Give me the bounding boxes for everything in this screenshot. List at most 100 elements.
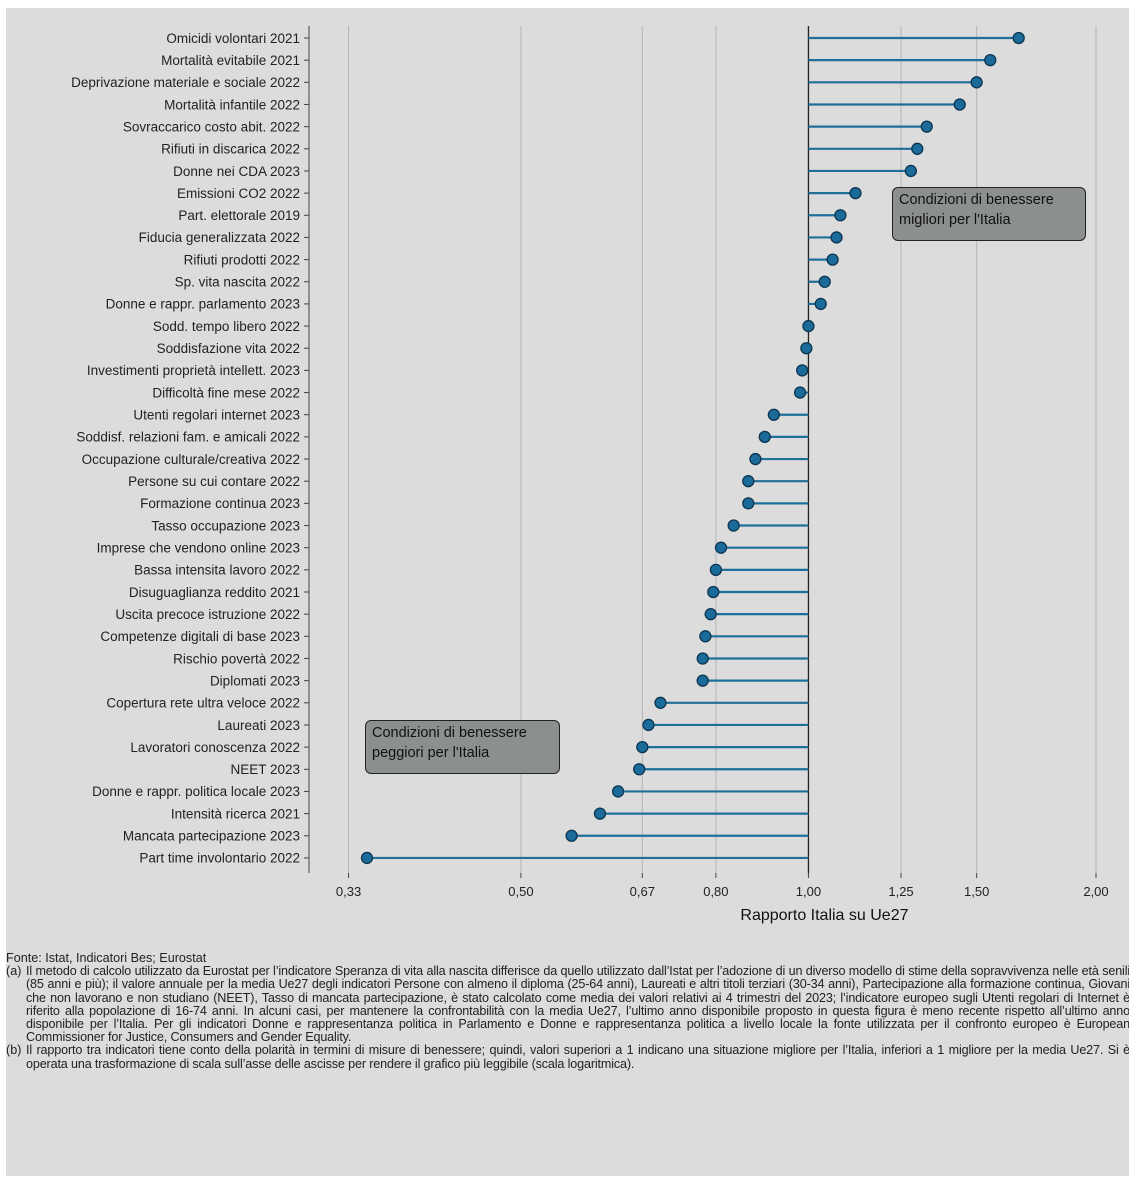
point-37 (360, 851, 374, 865)
category-label-14: Soddisfazione vita 2022 (157, 341, 300, 356)
grid-lines (348, 26, 1097, 873)
lollipop-chart: Omicidi volontari 2021 Mortalità evitabil… (71, 26, 1109, 924)
annotation-worse-for-italy: Condizioni di benessere peggiori per l'I… (365, 720, 560, 774)
category-label-6: Donne nei CDA 2023 (173, 164, 300, 179)
category-label-31: Laureati 2023 (217, 718, 300, 733)
point-24 (709, 563, 723, 576)
point-10 (826, 253, 839, 266)
point-33 (633, 763, 646, 776)
annotation-worse-line-1: Condizioni di benessere (372, 725, 527, 741)
category-label-17: Utenti regolari internet 2023 (133, 408, 300, 423)
point-22 (727, 519, 740, 532)
point-16 (793, 386, 807, 399)
category-label-26: Uscita precoce istruzione 2022 (115, 607, 300, 622)
point-28 (696, 652, 709, 665)
category-label-20: Persone su cui contare 2022 (128, 474, 300, 489)
point-11 (818, 275, 831, 288)
category-label-13: Sodd. tempo libero 2022 (153, 319, 300, 334)
footnote-a: (a) Il metodo di calcolo utilizzato da E… (6, 965, 1129, 1044)
category-label-19: Occupazione culturale/creativa 2022 (82, 452, 300, 467)
source-note: Fonte: Istat, Indicatori Bes; Eurostat (6, 951, 207, 965)
x-tick-label-7: 2,00 (1083, 884, 1108, 899)
category-label-9: Fiducia generalizzata 2022 (139, 230, 300, 245)
point-7 (849, 186, 862, 200)
x-tick-label-6: 1,50 (964, 884, 989, 899)
category-label-25: Disuguaglianza reddito 2021 (129, 585, 300, 600)
x-tick-label-5: 1,25 (888, 884, 913, 899)
point-12 (814, 297, 827, 311)
category-label-24: Bassa intensita lavoro 2022 (134, 563, 300, 578)
x-tick-labels: 0,33 0,50 0,67 0,80 1,00 1,25 1,50 2,00 (336, 884, 1109, 899)
category-labels: Omicidi volontari 2021 Mortalità evitabil… (71, 31, 300, 866)
category-label-30: Copertura rete ultra veloce 2022 (106, 696, 300, 711)
point-35 (593, 807, 607, 820)
x-tick-label-0: 0,33 (336, 884, 361, 899)
category-label-21: Formazione continua 2023 (140, 496, 300, 511)
axes (304, 26, 1097, 878)
point-3 (953, 98, 966, 111)
category-label-23: Imprese che vendono online 2023 (97, 540, 300, 555)
category-label-2: Deprivazione materiale e sociale 2022 (71, 75, 300, 90)
point-34 (611, 785, 625, 798)
x-axis-title: Rapporto Italia su Ue27 (740, 907, 908, 924)
category-label-12: Donne e rappr. parlamento 2023 (106, 297, 300, 312)
figure-panel: Omicidi volontari 2021 Mortalità evitabil… (6, 8, 1129, 1176)
category-label-5: Rifiuti in discarica 2022 (161, 142, 300, 157)
point-25 (707, 585, 720, 599)
x-tick-label-4: 1,00 (796, 884, 821, 899)
category-label-8: Part. elettorale 2019 (178, 208, 300, 223)
point-1 (984, 54, 997, 67)
category-label-1: Mortalità evitabile 2021 (161, 53, 300, 68)
category-label-15: Investimenti proprietà intellett. 2023 (87, 363, 300, 378)
category-label-0: Omicidi volontari 2021 (166, 31, 300, 46)
point-32 (636, 740, 649, 754)
annotation-better-line-1: Condizioni di benessere (899, 192, 1054, 208)
x-tick-label-2: 0,67 (630, 884, 655, 899)
footnote-a-text: Il metodo di calcolo utilizzato da Euros… (26, 964, 1129, 1045)
category-label-32: Lavoratori conoscenza 2022 (130, 740, 300, 755)
point-17 (767, 408, 781, 421)
point-5 (911, 142, 924, 155)
point-15 (796, 364, 809, 377)
point-29 (696, 674, 709, 687)
point-8 (834, 209, 847, 222)
x-tick-label-1: 0,50 (508, 884, 533, 899)
point-14 (800, 342, 813, 355)
annotation-better-for-italy: Condizioni di benessere migliori per l'I… (892, 187, 1086, 241)
point-6 (904, 164, 918, 178)
point-21 (742, 497, 755, 510)
category-label-29: Diplomati 2023 (210, 673, 300, 688)
category-label-7: Emissioni CO2 2022 (177, 186, 300, 201)
category-label-37: Part time involontario 2022 (139, 851, 300, 866)
category-label-16: Difficoltà fine mese 2022 (152, 385, 300, 400)
point-13 (802, 319, 815, 333)
point-31 (642, 718, 655, 732)
point-4 (920, 120, 933, 133)
category-label-11: Sp. vita nascita 2022 (175, 275, 300, 290)
footnote-b: (b) Il rapporto tra indicatori tiene con… (6, 1043, 1129, 1071)
point-2 (970, 76, 983, 89)
footnote-a-marker: (a) (6, 964, 22, 979)
category-label-10: Rifiuti prodotti 2022 (184, 252, 300, 267)
footnotes: Fonte: Istat, Indicatori Bes; Eurostat (… (6, 951, 1129, 1071)
category-label-3: Mortalità infantile 2022 (164, 97, 300, 112)
category-label-33: NEET 2023 (230, 762, 300, 777)
point-36 (565, 829, 578, 842)
x-tick-label-3: 0,80 (703, 884, 728, 899)
category-label-35: Intensità ricerca 2021 (171, 806, 300, 821)
category-label-18: Soddisf. relazioni fam. e amicali 2022 (76, 430, 300, 445)
point-26 (704, 608, 717, 621)
point-0 (1012, 31, 1025, 45)
data-marks (360, 31, 1025, 865)
point-27 (699, 630, 712, 643)
category-label-28: Rischio povertà 2022 (173, 651, 300, 666)
category-label-27: Competenze digitali di base 2023 (100, 629, 300, 644)
footnote-b-marker: (b) (6, 1043, 22, 1058)
annotation-better-line-2: migliori per l'Italia (899, 212, 1011, 228)
annotation-worse-line-2: peggiori per l'Italia (372, 745, 490, 761)
point-20 (742, 475, 755, 488)
point-30 (654, 696, 667, 709)
category-label-4: Sovraccarico costo abit. 2022 (123, 119, 300, 134)
point-18 (758, 430, 771, 444)
point-19 (749, 452, 762, 466)
